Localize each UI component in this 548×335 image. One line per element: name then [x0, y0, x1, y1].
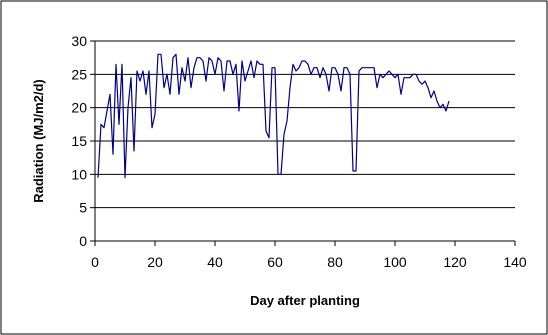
x-tick-label: 120	[443, 254, 467, 270]
y-tick-label: 15	[71, 133, 87, 149]
x-axis-title: Day after planting	[250, 293, 360, 308]
y-tick-label: 20	[71, 100, 87, 116]
gridlines	[95, 40, 515, 209]
y-axis-title: Radiation (MJ/m2/d)	[31, 79, 46, 203]
x-tick-label: 20	[147, 254, 163, 270]
x-tick-label: 60	[267, 254, 283, 270]
x-tick-label: 140	[503, 254, 527, 270]
x-tick-label: 40	[207, 254, 223, 270]
radiation-series-line	[97, 53, 450, 179]
x-tick-label: 100	[383, 254, 407, 270]
tick-labels: 0 5 10 15 20 25 30 0 20 40 60 80 100 120 140	[71, 33, 526, 270]
y-tick-label: 5	[79, 200, 87, 216]
x-tick-label: 0	[91, 254, 99, 270]
series-layer	[97, 53, 450, 179]
y-tick-label: 0	[79, 233, 87, 249]
axes	[90, 40, 516, 246]
y-tick-label: 10	[71, 166, 87, 182]
y-tick-label: 30	[71, 33, 87, 49]
y-tick-label: 25	[71, 66, 87, 82]
x-tick-label: 80	[327, 254, 343, 270]
